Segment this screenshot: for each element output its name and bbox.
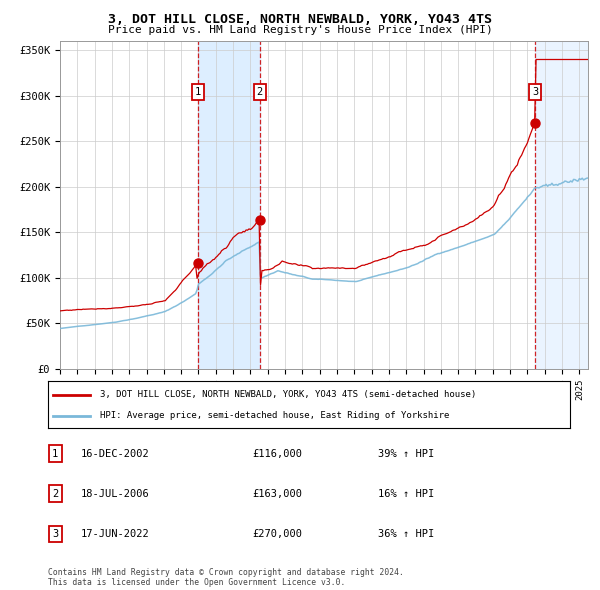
Text: Contains HM Land Registry data © Crown copyright and database right 2024.
This d: Contains HM Land Registry data © Crown c…	[48, 568, 404, 587]
Text: 36% ↑ HPI: 36% ↑ HPI	[378, 529, 434, 539]
Text: 16% ↑ HPI: 16% ↑ HPI	[378, 489, 434, 499]
Text: HPI: Average price, semi-detached house, East Riding of Yorkshire: HPI: Average price, semi-detached house,…	[100, 411, 449, 421]
Bar	[535, 41, 588, 369]
Bar	[198, 41, 260, 369]
Text: 16-DEC-2002: 16-DEC-2002	[81, 449, 150, 458]
Text: £163,000: £163,000	[252, 489, 302, 499]
Bar	[535, 41, 588, 369]
Text: 3: 3	[532, 87, 538, 97]
Text: 3: 3	[52, 529, 58, 539]
Text: 2: 2	[52, 489, 58, 499]
Text: 1: 1	[194, 87, 201, 97]
Text: 39% ↑ HPI: 39% ↑ HPI	[378, 449, 434, 458]
Text: 1: 1	[52, 449, 58, 458]
Text: 3, DOT HILL CLOSE, NORTH NEWBALD, YORK, YO43 4TS (semi-detached house): 3, DOT HILL CLOSE, NORTH NEWBALD, YORK, …	[100, 390, 476, 399]
Text: £270,000: £270,000	[252, 529, 302, 539]
Text: £116,000: £116,000	[252, 449, 302, 458]
Text: 2: 2	[257, 87, 263, 97]
Text: 17-JUN-2022: 17-JUN-2022	[81, 529, 150, 539]
Text: Price paid vs. HM Land Registry's House Price Index (HPI): Price paid vs. HM Land Registry's House …	[107, 25, 493, 35]
Text: 18-JUL-2006: 18-JUL-2006	[81, 489, 150, 499]
Text: 3, DOT HILL CLOSE, NORTH NEWBALD, YORK, YO43 4TS: 3, DOT HILL CLOSE, NORTH NEWBALD, YORK, …	[108, 13, 492, 26]
